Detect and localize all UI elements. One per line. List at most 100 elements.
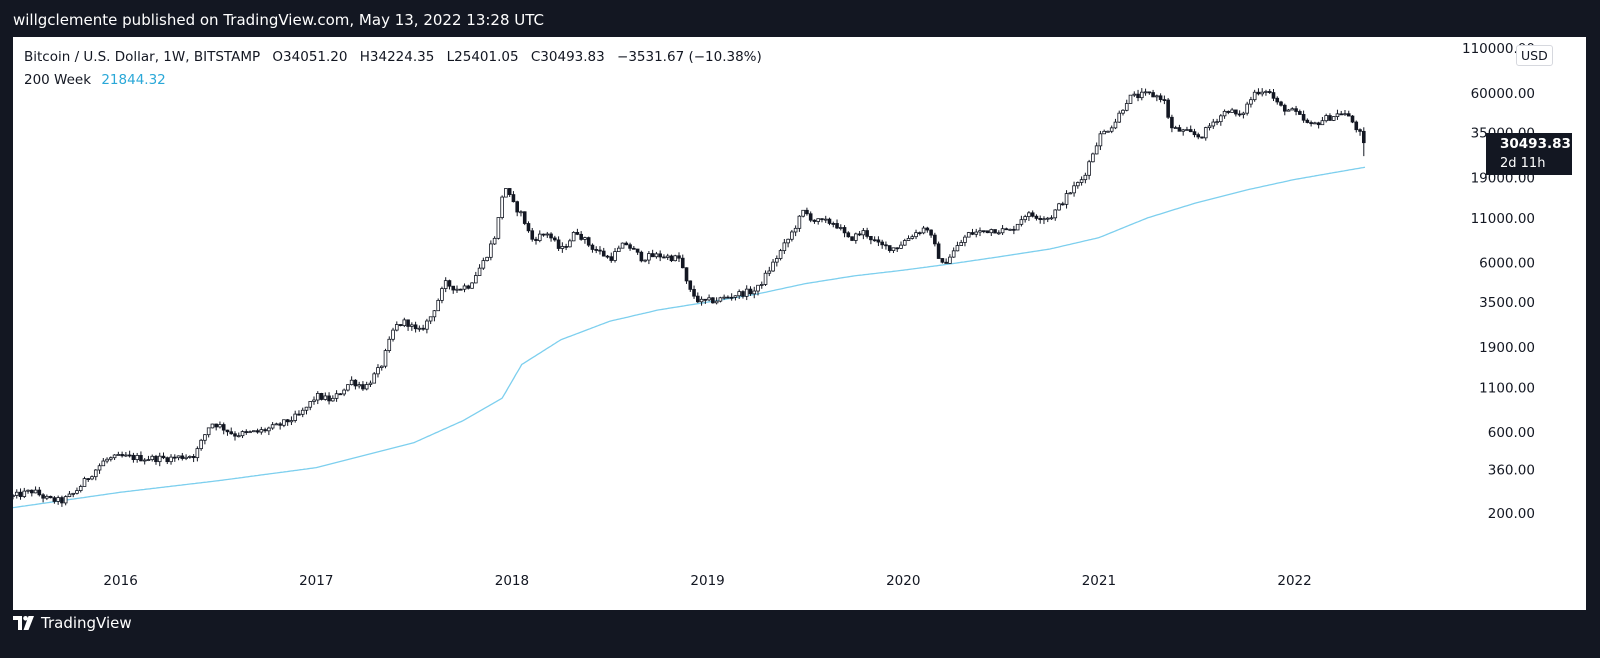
weekly-candle xyxy=(477,264,482,276)
weekly-candle xyxy=(759,281,764,289)
weekly-candle xyxy=(1057,202,1061,211)
weekly-candle xyxy=(654,251,659,259)
weekly-candle xyxy=(684,267,689,284)
weekly-candle xyxy=(342,388,346,397)
weekly-candle xyxy=(1267,88,1272,95)
ma-indicator-line[interactable]: 200 Week 21844.32 xyxy=(24,69,762,92)
time-axis[interactable]: 2016 2017 2018 2019 2020 2021 2022 xyxy=(103,573,1311,589)
weekly-candle xyxy=(575,228,580,236)
weekly-candle xyxy=(1196,132,1201,140)
weekly-candle xyxy=(1049,215,1054,220)
weekly-candle xyxy=(240,430,245,439)
weekly-candle xyxy=(304,406,309,415)
weekly-candle xyxy=(334,390,339,402)
weekly-candle xyxy=(808,211,813,223)
weekly-candle xyxy=(489,240,493,261)
ma-label: 200 Week xyxy=(24,72,92,88)
weekly-candle xyxy=(1252,89,1257,102)
weekly-candle xyxy=(519,210,523,217)
weekly-candle xyxy=(45,494,49,501)
weekly-candle xyxy=(835,219,839,230)
chart-panel[interactable]: 200.00 360.00 600.00 1100.00 1900.00 3500.00 6… xyxy=(13,37,1586,610)
weekly-candle xyxy=(914,229,918,240)
weekly-candle xyxy=(537,230,542,243)
close-value: C30493.83 xyxy=(530,49,605,65)
weekly-candle xyxy=(970,228,975,236)
weekly-candle xyxy=(161,452,166,460)
weekly-candle xyxy=(458,288,463,291)
weekly-candle xyxy=(748,286,753,296)
weekly-candle xyxy=(643,259,647,263)
weekly-candle xyxy=(722,294,726,300)
weekly-candle xyxy=(1083,172,1088,184)
weekly-candle xyxy=(1207,123,1212,131)
weekly-candle xyxy=(443,277,448,293)
weekly-candle xyxy=(1109,125,1114,134)
weekly-candle xyxy=(157,452,162,467)
weekly-candle xyxy=(206,427,211,438)
weekly-candle xyxy=(263,427,267,433)
currency-badge[interactable]: USD xyxy=(1516,45,1553,66)
weekly-candle xyxy=(218,421,222,429)
weekly-candle xyxy=(372,371,377,384)
weekly-candle xyxy=(545,231,550,238)
weekly-candle xyxy=(1166,98,1170,119)
weekly-candle xyxy=(1271,89,1276,102)
weekly-candle xyxy=(921,225,926,235)
weekly-candle xyxy=(293,410,297,423)
weekly-candle xyxy=(398,324,403,327)
weekly-candle xyxy=(677,252,681,262)
price-axis[interactable]: 200.00 360.00 600.00 1100.00 1900.00 3500.00 6… xyxy=(1462,41,1535,522)
weekly-candle xyxy=(981,230,986,234)
weekly-candle xyxy=(1136,89,1140,102)
weekly-candle xyxy=(259,426,264,435)
weekly-candle xyxy=(1072,181,1076,197)
ohlc-line: Bitcoin / U.S. Dollar, 1W, BITSTAMP O340… xyxy=(24,46,762,69)
weekly-candle xyxy=(1249,96,1253,108)
weekly-candle xyxy=(1245,101,1249,116)
time-tick-label: 2020 xyxy=(886,573,920,589)
time-tick-label: 2017 xyxy=(299,573,333,589)
symbol-description[interactable]: Bitcoin / U.S. Dollar, 1W, BITSTAMP xyxy=(24,49,261,65)
weekly-candle xyxy=(1098,130,1103,151)
weekly-candle xyxy=(797,215,802,232)
weekly-candle xyxy=(142,458,147,465)
weekly-candle xyxy=(959,239,963,246)
weekly-candle xyxy=(1000,225,1005,236)
weekly-candle xyxy=(470,282,474,289)
weekly-candle xyxy=(1185,126,1189,131)
weekly-candle xyxy=(936,241,941,259)
price-chart[interactable]: 200.00 360.00 600.00 1100.00 1900.00 3500.00 6… xyxy=(13,37,1586,610)
weekly-candle xyxy=(1015,223,1020,231)
weekly-candle xyxy=(255,428,260,434)
weekly-candle xyxy=(985,230,990,234)
price-tick-label: 3500.00 xyxy=(1479,295,1535,311)
footer-brand[interactable]: TradingView xyxy=(13,612,132,634)
weekly-candle xyxy=(601,247,606,257)
publisher-bar: willgclemente published on TradingView.c… xyxy=(0,0,1600,37)
weekly-candle xyxy=(191,454,196,463)
weekly-candle xyxy=(966,231,971,238)
weekly-candle xyxy=(1192,128,1197,138)
candle-layer xyxy=(13,88,1366,507)
bar-countdown: 2d 11h xyxy=(1500,156,1546,171)
weekly-candle xyxy=(139,451,143,462)
weekly-candle xyxy=(906,235,911,241)
weekly-candle xyxy=(1335,109,1340,120)
weekly-candle xyxy=(1094,142,1099,155)
weekly-candle xyxy=(711,297,715,304)
weekly-candle xyxy=(1188,125,1193,133)
weekly-candle xyxy=(590,243,595,253)
weekly-candle xyxy=(391,327,395,342)
weekly-candle xyxy=(364,381,369,391)
weekly-candle xyxy=(940,258,945,264)
weekly-candle xyxy=(1331,116,1336,122)
weekly-candle xyxy=(1132,91,1137,98)
weekly-candle xyxy=(827,217,832,226)
weekly-candle xyxy=(598,246,602,255)
weekly-candle xyxy=(1324,113,1328,123)
weekly-candle xyxy=(594,246,599,254)
weekly-candle xyxy=(1042,216,1046,225)
weekly-candle xyxy=(948,254,952,264)
weekly-candle xyxy=(312,396,316,405)
